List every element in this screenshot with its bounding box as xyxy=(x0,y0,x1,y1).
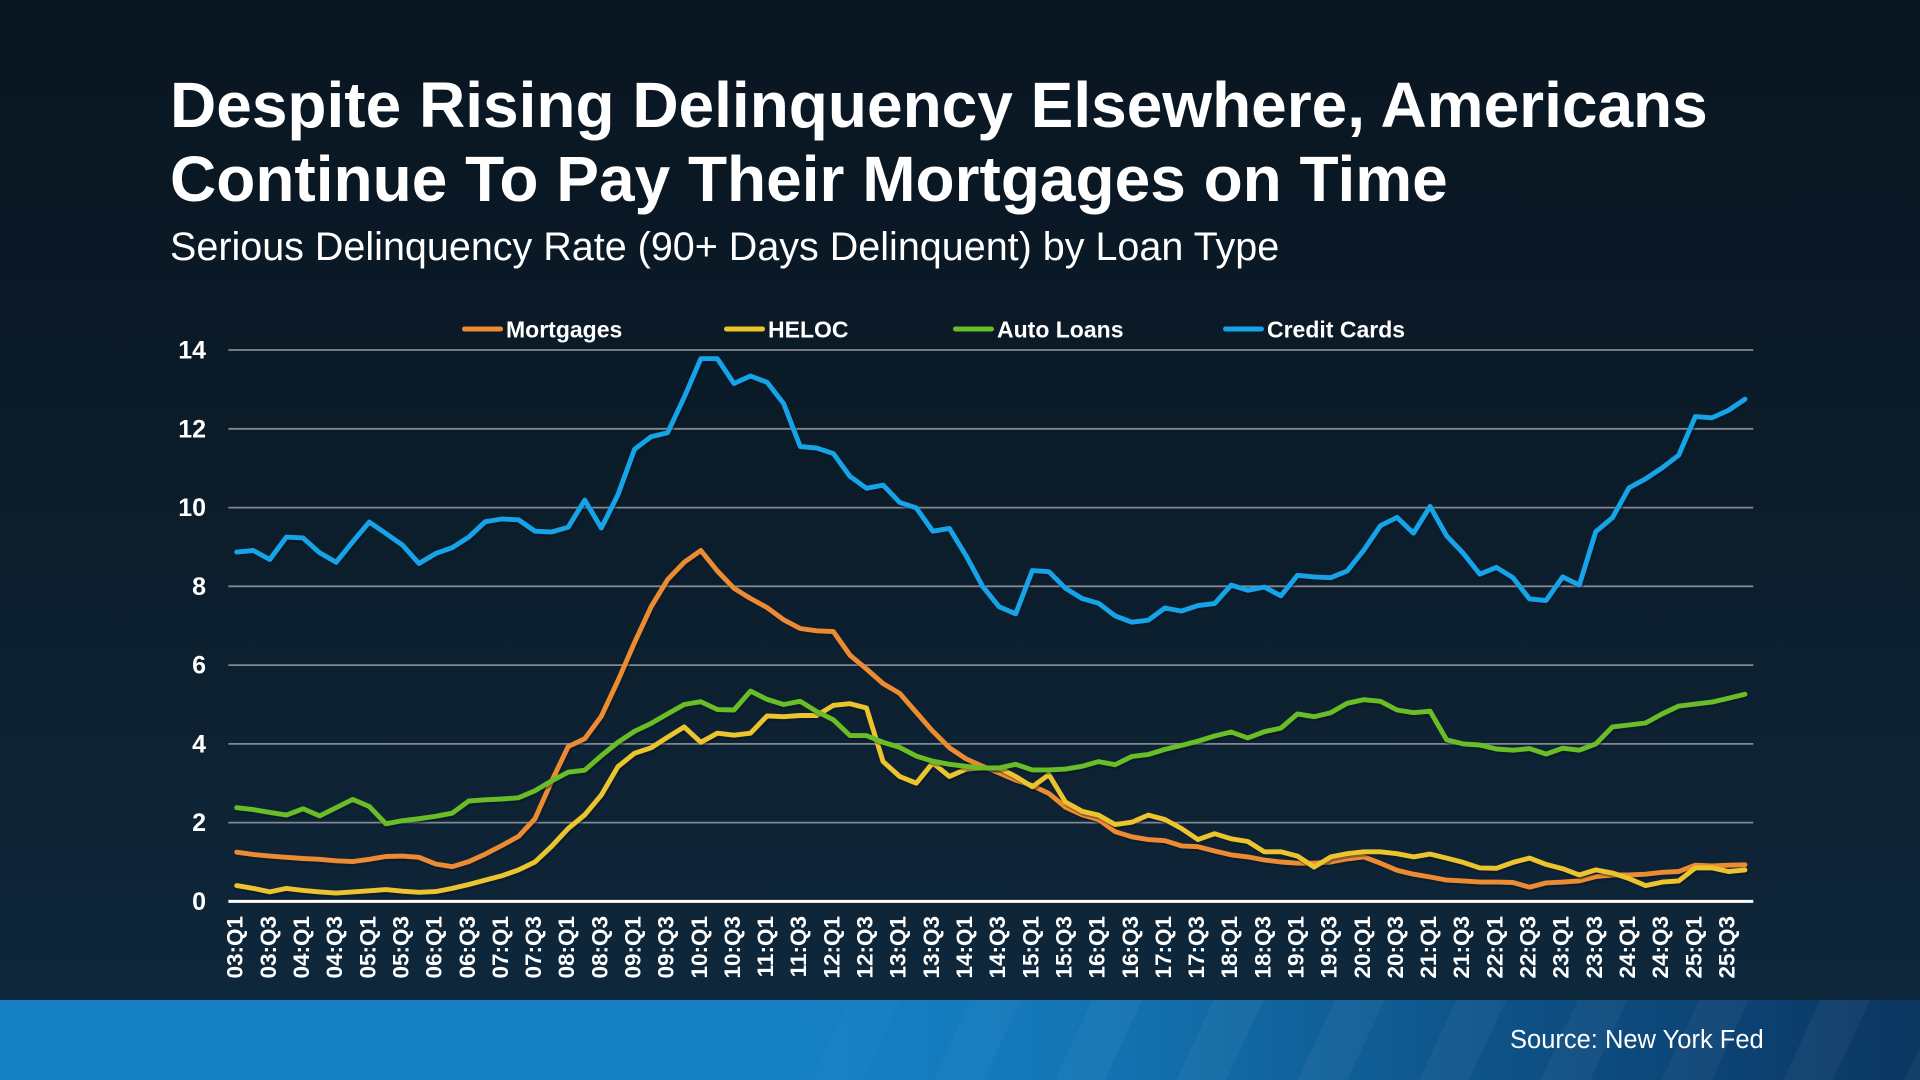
svg-text:22:Q3: 22:Q3 xyxy=(1516,916,1541,979)
svg-text:10:Q1: 10:Q1 xyxy=(687,916,712,979)
svg-text:13:Q3: 13:Q3 xyxy=(919,916,944,979)
svg-text:06:Q3: 06:Q3 xyxy=(455,916,480,979)
svg-text:Auto Loans: Auto Loans xyxy=(997,317,1124,343)
svg-text:20:Q3: 20:Q3 xyxy=(1383,916,1408,979)
svg-text:18:Q1: 18:Q1 xyxy=(1217,916,1242,979)
svg-text:4: 4 xyxy=(192,730,206,758)
svg-text:19:Q1: 19:Q1 xyxy=(1284,916,1309,979)
svg-text:21:Q3: 21:Q3 xyxy=(1449,916,1474,979)
svg-text:15:Q3: 15:Q3 xyxy=(1052,916,1077,979)
svg-text:09:Q3: 09:Q3 xyxy=(654,916,679,979)
svg-text:10:Q3: 10:Q3 xyxy=(720,916,745,979)
svg-text:03:Q1: 03:Q1 xyxy=(223,916,248,979)
svg-text:2: 2 xyxy=(192,809,206,837)
svg-text:Credit Cards: Credit Cards xyxy=(1267,317,1405,343)
svg-text:25:Q1: 25:Q1 xyxy=(1681,916,1706,979)
svg-text:10: 10 xyxy=(178,494,206,522)
svg-text:13:Q1: 13:Q1 xyxy=(886,916,911,979)
svg-text:04:Q3: 04:Q3 xyxy=(322,916,347,979)
svg-text:18:Q3: 18:Q3 xyxy=(1250,916,1275,979)
svg-text:08:Q1: 08:Q1 xyxy=(554,916,579,979)
svg-text:11:Q3: 11:Q3 xyxy=(786,916,811,977)
svg-text:20:Q1: 20:Q1 xyxy=(1350,916,1375,979)
svg-text:23:Q3: 23:Q3 xyxy=(1582,916,1607,979)
svg-text:07:Q3: 07:Q3 xyxy=(521,916,546,979)
svg-text:24:Q1: 24:Q1 xyxy=(1615,916,1640,979)
svg-text:09:Q1: 09:Q1 xyxy=(621,916,646,979)
svg-text:0: 0 xyxy=(192,888,206,916)
svg-text:14:Q1: 14:Q1 xyxy=(952,916,977,979)
svg-text:12:Q1: 12:Q1 xyxy=(819,916,844,979)
svg-text:HELOC: HELOC xyxy=(768,317,849,343)
svg-text:21:Q1: 21:Q1 xyxy=(1416,916,1441,979)
svg-text:23:Q1: 23:Q1 xyxy=(1549,916,1574,979)
svg-text:22:Q1: 22:Q1 xyxy=(1482,916,1507,979)
svg-text:03:Q3: 03:Q3 xyxy=(256,916,281,979)
svg-text:05:Q3: 05:Q3 xyxy=(388,916,413,979)
svg-text:17:Q3: 17:Q3 xyxy=(1184,916,1209,979)
svg-text:Mortgages: Mortgages xyxy=(506,317,622,343)
svg-text:07:Q1: 07:Q1 xyxy=(488,916,513,979)
svg-text:04:Q1: 04:Q1 xyxy=(289,916,314,979)
svg-text:16:Q3: 16:Q3 xyxy=(1118,916,1143,979)
svg-text:25:Q3: 25:Q3 xyxy=(1715,916,1740,979)
svg-text:16:Q1: 16:Q1 xyxy=(1085,916,1110,979)
svg-text:11:Q1: 11:Q1 xyxy=(753,916,778,977)
svg-text:15:Q1: 15:Q1 xyxy=(1018,916,1043,979)
svg-text:8: 8 xyxy=(192,573,206,601)
svg-text:12: 12 xyxy=(178,415,206,443)
svg-text:17:Q1: 17:Q1 xyxy=(1151,916,1176,979)
svg-text:14:Q3: 14:Q3 xyxy=(985,916,1010,979)
svg-text:6: 6 xyxy=(192,652,206,680)
svg-text:06:Q1: 06:Q1 xyxy=(422,916,447,979)
svg-text:24:Q3: 24:Q3 xyxy=(1648,916,1673,979)
svg-text:12:Q3: 12:Q3 xyxy=(853,916,878,979)
svg-text:05:Q1: 05:Q1 xyxy=(355,916,380,979)
svg-text:19:Q3: 19:Q3 xyxy=(1317,916,1342,979)
svg-text:08:Q3: 08:Q3 xyxy=(587,916,612,979)
svg-text:14: 14 xyxy=(178,337,206,365)
